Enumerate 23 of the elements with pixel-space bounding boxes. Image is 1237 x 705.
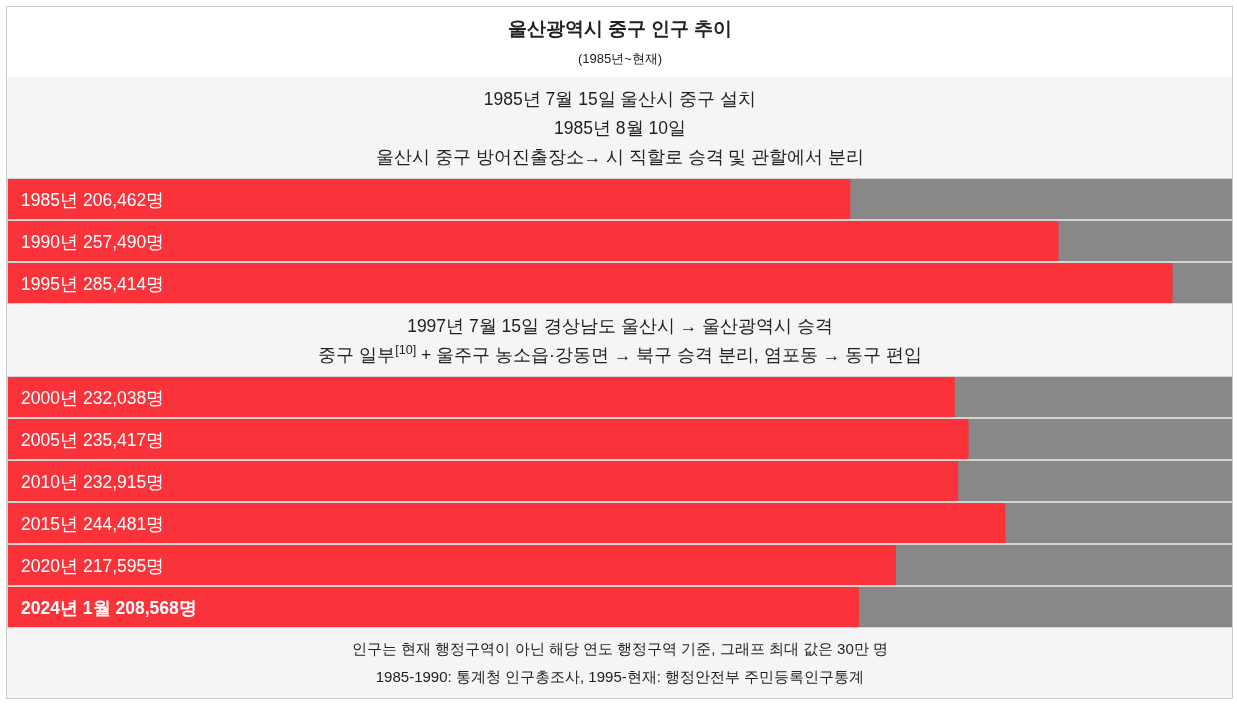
- y-tick-label: 2000년: [21, 387, 78, 408]
- y-tick-label: 2005년: [21, 429, 78, 450]
- notes: 1985년 7월 15일 울산시 중구 설치 1985년 8월 10일 울산시 중구 방어진출장소→ 시 직할로 승격 및 관할에서 분리: [7, 77, 1232, 178]
- data-label: 235,417명: [82, 429, 165, 450]
- data-label: 232,915명: [82, 471, 165, 492]
- notes: 인구는 현재 행정구역이 아닌 해당 연도 행정구역 기준, 그래프 최대 값은 30만 명 1985-1990: 통계청 인구총조사, 1995-현재: 행정안전부 주민등록인구통계: [7, 628, 1232, 698]
- annotation: 중구 일부$^{[10]}$ + 울주구 농소읍·강동면 → 북구 승격 분리, 염포동 → 동구 편입: [318, 342, 922, 365]
- data-label: 244,481명: [82, 513, 165, 534]
- y-tick-label: 2010년: [21, 471, 78, 492]
- y-tick-label: 2015년: [21, 513, 78, 534]
- header: 울산광역시 중구 인구 추이 (1985년~현재): [507, 18, 733, 66]
- y-tick-label: 2020년: [21, 555, 78, 576]
- y-tick-label: 1990년: [21, 231, 78, 252]
- annotation: 1997년 7월 15일 경상남도 울산시 → 울산광역시 승격: [407, 315, 833, 336]
- data-label: 208,568명: [115, 597, 197, 618]
- y-tick-label: 2024년 1월: [21, 597, 111, 618]
- data-label: 232,038명: [82, 387, 165, 408]
- y-tick-label: 1995년: [21, 273, 78, 294]
- data-label: 206,462명: [82, 189, 165, 210]
- data-label: 257,490명: [82, 231, 165, 252]
- data-label: 217,595명: [82, 555, 165, 576]
- data-label: 285,414명: [82, 273, 165, 294]
- y-tick-label: 1985년: [21, 189, 78, 210]
